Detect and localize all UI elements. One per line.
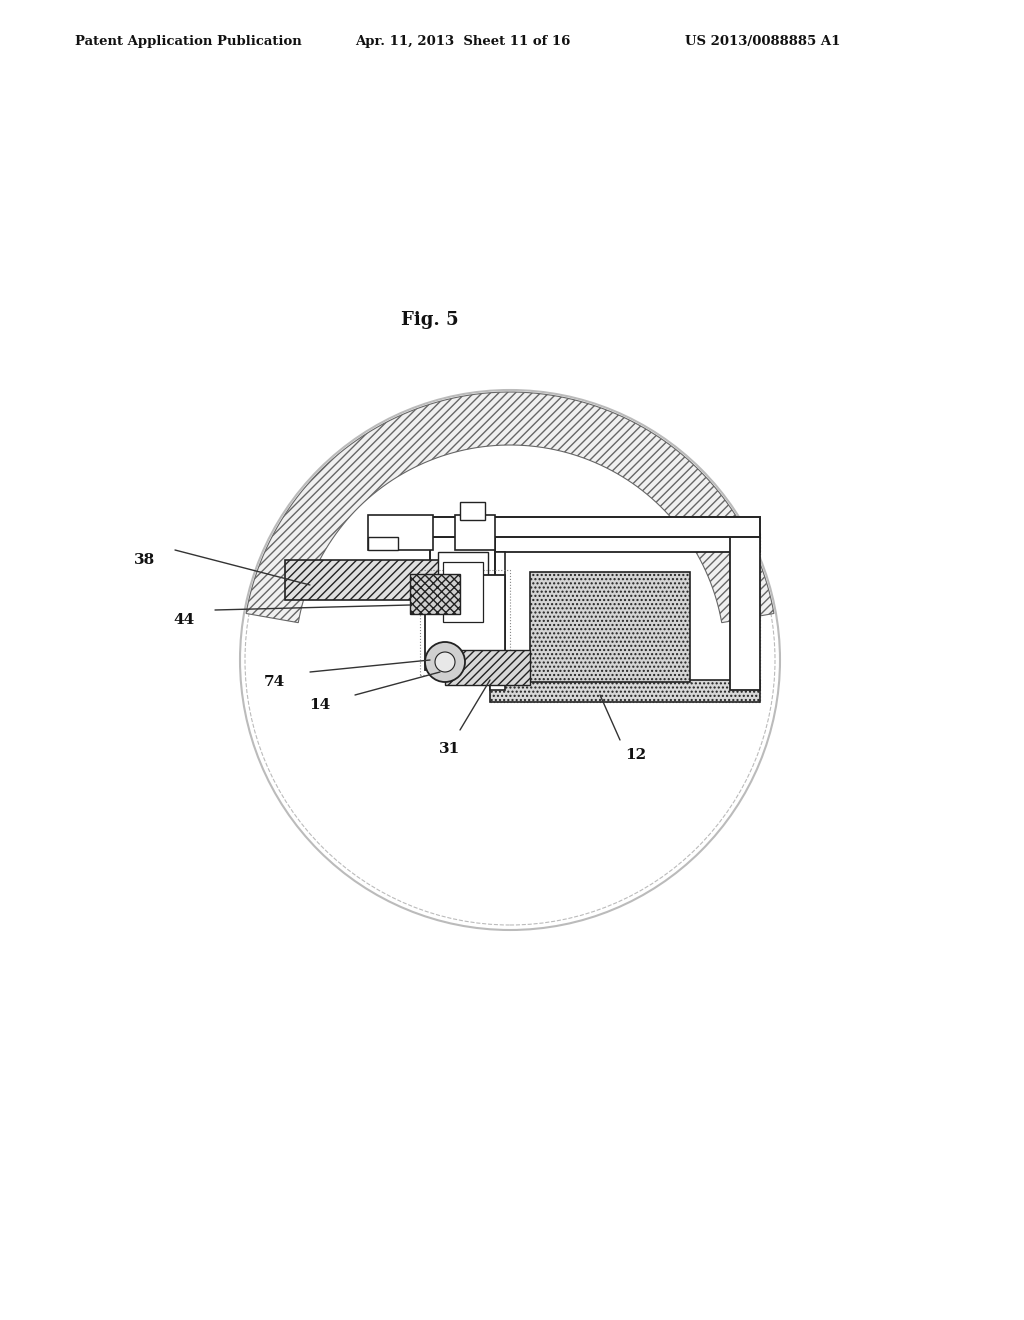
Polygon shape	[490, 552, 505, 690]
Polygon shape	[430, 537, 495, 672]
Polygon shape	[285, 560, 445, 601]
Text: 38: 38	[134, 553, 155, 568]
Polygon shape	[410, 574, 460, 614]
Text: 12: 12	[625, 748, 646, 762]
Polygon shape	[425, 576, 505, 671]
Polygon shape	[430, 622, 495, 672]
Text: 31: 31	[439, 742, 461, 756]
Polygon shape	[490, 535, 760, 552]
Polygon shape	[445, 649, 530, 685]
Text: US 2013/0088885 A1: US 2013/0088885 A1	[685, 36, 841, 49]
Circle shape	[435, 652, 455, 672]
Polygon shape	[368, 515, 433, 550]
Text: 14: 14	[309, 698, 330, 711]
Polygon shape	[530, 572, 690, 682]
Polygon shape	[370, 517, 760, 537]
Text: Patent Application Publication: Patent Application Publication	[75, 36, 302, 49]
Polygon shape	[438, 552, 488, 632]
Polygon shape	[455, 515, 495, 550]
Text: 74: 74	[264, 675, 285, 689]
Polygon shape	[460, 502, 485, 520]
Polygon shape	[490, 680, 760, 702]
Text: Apr. 11, 2013  Sheet 11 of 16: Apr. 11, 2013 Sheet 11 of 16	[355, 36, 570, 49]
Circle shape	[425, 642, 465, 682]
Polygon shape	[246, 392, 774, 623]
Text: Fig. 5: Fig. 5	[401, 312, 459, 329]
Polygon shape	[730, 535, 760, 690]
Polygon shape	[368, 537, 398, 550]
Text: 44: 44	[174, 612, 195, 627]
Polygon shape	[443, 562, 483, 622]
